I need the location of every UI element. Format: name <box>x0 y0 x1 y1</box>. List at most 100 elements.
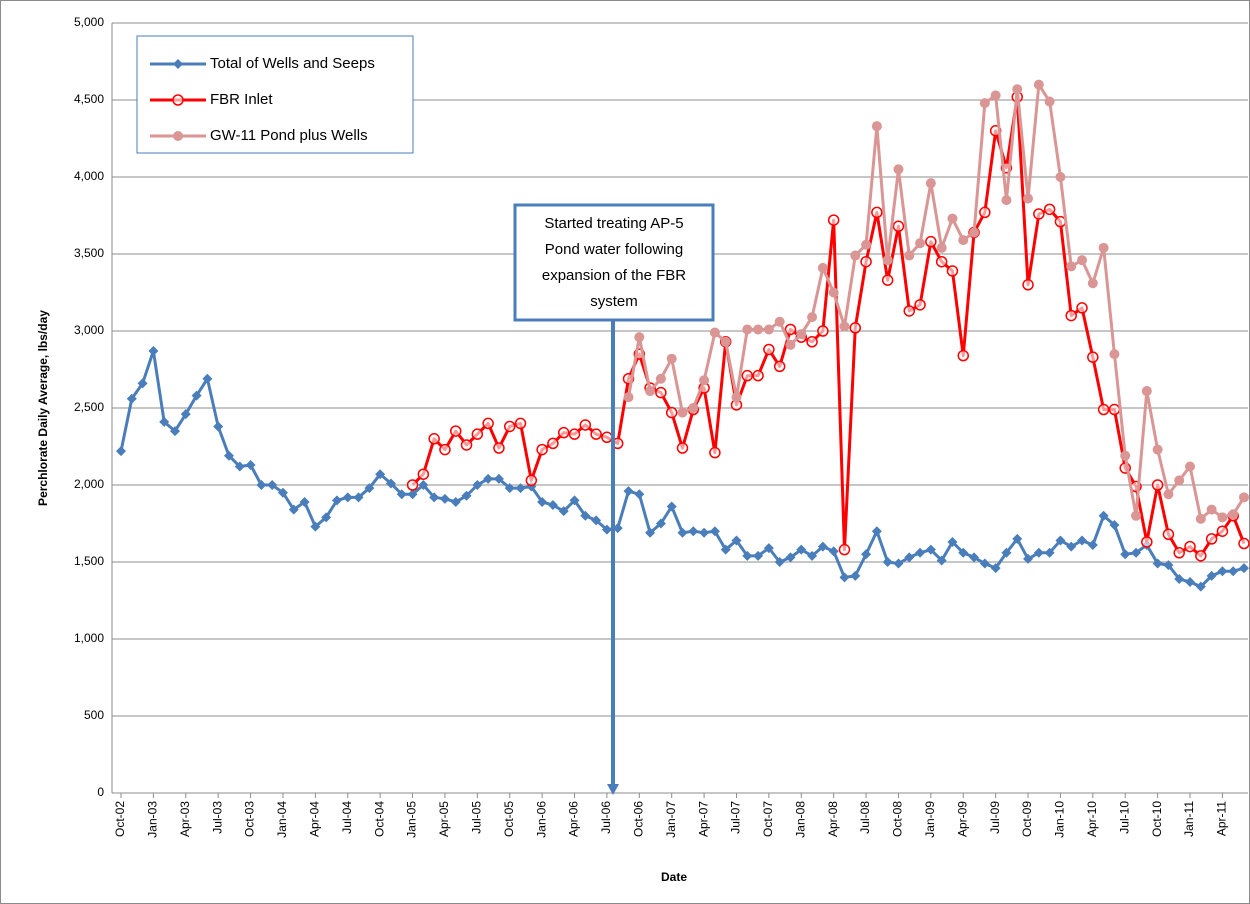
data-point <box>580 510 591 521</box>
data-point <box>1108 403 1121 416</box>
data-point <box>871 121 882 132</box>
data-point <box>525 474 538 487</box>
y-tick-label: 5,000 <box>74 15 104 29</box>
data-point <box>634 489 645 500</box>
data-point <box>666 501 677 512</box>
x-tick-label: Jan-09 <box>923 801 937 838</box>
y-tick-label: 3,500 <box>74 246 104 260</box>
x-tick-label: Jan-08 <box>793 801 807 838</box>
data-point <box>1033 79 1044 90</box>
data-point <box>677 407 688 418</box>
data-point <box>936 555 947 566</box>
data-point <box>310 521 321 532</box>
data-point <box>1022 279 1034 291</box>
data-point <box>1163 560 1174 571</box>
data-point <box>947 536 958 547</box>
data-point <box>807 312 818 323</box>
data-point <box>817 541 828 552</box>
data-point <box>773 360 786 373</box>
data-point <box>483 473 494 484</box>
data-point <box>1087 540 1098 551</box>
data-point <box>753 550 764 561</box>
x-tick-label: Oct-03 <box>243 801 257 837</box>
data-point <box>1120 450 1131 461</box>
x-tick-label: Jan-10 <box>1053 801 1067 838</box>
x-tick-label: Apr-09 <box>955 801 969 837</box>
x-tick-label: Jan-03 <box>146 801 160 838</box>
data-point <box>116 446 126 457</box>
data-point <box>731 392 742 403</box>
data-point <box>591 515 602 526</box>
data-point <box>1173 547 1185 559</box>
data-point <box>1184 540 1196 553</box>
data-point <box>1044 547 1055 558</box>
data-point <box>904 250 915 261</box>
annotation-text: system <box>590 293 638 310</box>
data-point <box>1023 553 1034 564</box>
y-tick-label: 1,000 <box>74 631 104 645</box>
data-point <box>871 206 883 219</box>
annotation-text: Pond water following <box>545 241 683 258</box>
annotation-box <box>513 203 715 322</box>
x-tick-label: Oct-07 <box>761 801 775 837</box>
data-point <box>969 552 980 563</box>
data-point <box>742 324 753 335</box>
data-point <box>1077 535 1088 546</box>
data-point <box>645 386 656 397</box>
data-point <box>720 544 731 555</box>
data-point <box>1001 195 1012 206</box>
data-point <box>1109 349 1120 360</box>
data-point <box>482 417 494 430</box>
data-point <box>1206 570 1217 581</box>
data-point <box>676 442 689 454</box>
x-tick-label: Apr-04 <box>308 801 322 837</box>
y-tick-label: 1,500 <box>74 554 104 568</box>
data-point <box>645 527 656 538</box>
data-point <box>688 526 699 537</box>
legend-marker <box>173 59 183 69</box>
data-point <box>547 437 559 450</box>
x-tick-label: Apr-06 <box>567 801 581 837</box>
data-point <box>979 206 991 219</box>
data-point <box>1098 242 1109 253</box>
data-point <box>385 478 396 489</box>
data-point <box>1120 549 1131 560</box>
y-axis-label: Perchlorate Daily Average, lbs/day <box>36 310 50 506</box>
data-point <box>925 178 936 189</box>
data-point <box>1055 172 1066 182</box>
x-tick-label: Jul-04 <box>340 801 354 834</box>
data-point <box>1228 509 1239 520</box>
legend-label: GW-11 Pond plus Wells <box>210 127 368 144</box>
data-point <box>1033 208 1045 220</box>
data-point <box>439 493 450 504</box>
data-point <box>753 324 764 335</box>
data-point <box>827 214 840 226</box>
data-point <box>850 570 861 581</box>
data-point <box>1065 309 1077 322</box>
data-point <box>1098 510 1109 521</box>
data-point <box>601 524 612 535</box>
data-point <box>137 378 148 389</box>
y-tick-label: 0 <box>97 785 104 799</box>
data-point <box>450 496 461 507</box>
data-point <box>1205 533 1218 545</box>
y-tick-label: 2,500 <box>74 400 104 414</box>
data-point <box>1174 573 1185 584</box>
x-tick-label: Jan-07 <box>664 801 678 838</box>
data-point <box>774 316 785 327</box>
data-point <box>277 487 288 498</box>
data-point <box>1077 255 1088 266</box>
data-point <box>655 518 666 529</box>
data-point <box>1097 403 1110 416</box>
data-point <box>493 442 505 454</box>
data-point <box>1012 533 1023 544</box>
data-point <box>1087 351 1099 363</box>
data-point <box>1217 566 1228 577</box>
data-point <box>569 495 580 506</box>
x-tick-label: Apr-11 <box>1215 801 1229 836</box>
x-axis-label: Date <box>661 870 687 884</box>
data-point <box>958 547 969 558</box>
data-point <box>126 393 137 404</box>
legend-marker <box>172 94 184 106</box>
data-point <box>601 431 613 444</box>
